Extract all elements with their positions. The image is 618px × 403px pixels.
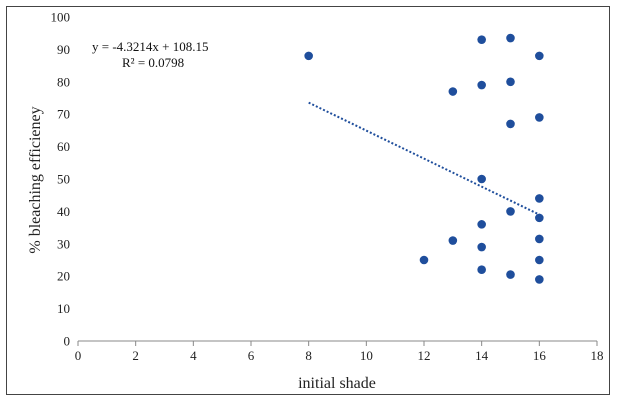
data-point: [535, 234, 544, 244]
x-tick-label: 18: [591, 348, 604, 363]
data-point: [477, 242, 486, 252]
data-point: [477, 80, 486, 90]
data-point: [477, 265, 486, 275]
axes: 0 2 4 6 8 10 12 14 16 18 0 10 20 30 40 50 60 70 80 90 100: [51, 10, 604, 364]
data-point: [477, 174, 486, 184]
y-axis-title: % bleaching efficieney: [27, 106, 44, 253]
x-tick-label: 14: [475, 348, 489, 363]
x-tick-label: 2: [132, 348, 139, 363]
y-tick-label: 0: [64, 334, 71, 349]
data-point: [535, 113, 544, 122]
trendline-group: [308, 101, 540, 216]
x-tick-label: 4: [190, 348, 197, 363]
x-tick-label: 10: [360, 348, 373, 363]
y-tick-label: 40: [57, 204, 70, 219]
data-point: [506, 270, 515, 279]
data-point: [535, 275, 544, 284]
y-tick-label: 90: [57, 42, 70, 57]
trendline-r2: R² = 0.0798: [122, 55, 184, 70]
y-tick-label: 30: [57, 236, 70, 251]
chart-frame: [6, 6, 610, 395]
data-point: [448, 236, 458, 245]
data-point: [448, 87, 458, 96]
y-tick-label: 80: [57, 74, 70, 89]
data-points: [304, 33, 544, 284]
data-point: [477, 220, 486, 229]
x-tick-label: 8: [305, 348, 312, 363]
y-tick-label: 60: [57, 139, 70, 154]
data-point: [535, 51, 544, 61]
trendline-equation: y = -4.3214x + 108.15: [92, 39, 209, 54]
y-tick-label: 20: [57, 269, 70, 284]
x-tick-label: 0: [75, 348, 82, 363]
x-tick-label: 12: [418, 348, 431, 363]
y-tick-label: 50: [57, 172, 70, 187]
data-point: [506, 77, 515, 87]
data-point: [506, 119, 515, 129]
data-point: [535, 255, 544, 265]
x-tick-label: 6: [248, 348, 255, 363]
data-point: [506, 207, 515, 216]
data-point: [419, 255, 429, 265]
y-tick-label: 100: [51, 10, 71, 25]
x-axis-title: initial shade: [298, 375, 376, 392]
trendline: [308, 101, 540, 216]
data-point: [506, 33, 515, 43]
y-tick-label: 70: [57, 107, 70, 122]
data-point: [477, 35, 486, 44]
data-point: [535, 213, 544, 223]
data-point: [535, 194, 544, 203]
data-point: [304, 51, 313, 61]
y-tick-label: 10: [57, 301, 70, 316]
x-tick-label: 16: [533, 348, 547, 363]
